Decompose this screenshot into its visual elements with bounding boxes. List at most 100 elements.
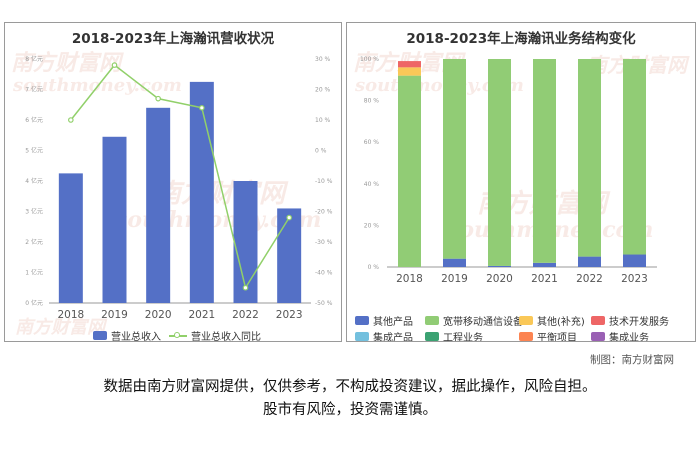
stacked-segment [533,262,556,267]
legend-label: 工程业务 [443,333,483,342]
x-axis-tick: 2023 [276,309,303,321]
legend-label: 平衡项目 [537,333,577,342]
stacked-segment [623,254,646,267]
y-axis-left-tick: 8 亿元 [25,55,43,63]
stacked-segment [398,75,421,267]
legend-item[interactable]: 技术开发服务 [591,313,669,328]
legend-label: 其他(补充) [537,317,585,328]
x-axis-tick: 2022 [232,309,259,321]
revenue-bar [146,107,171,303]
revenue-bar [58,173,83,303]
chart-title: 2018-2023年上海瀚讯营收状况 [71,31,275,47]
x-axis-tick: 2020 [486,273,513,285]
disclaimer-line: 数据由南方财富网提供，仅供参考，不构成投资建议，据此操作，风险自担。 [103,379,597,395]
stacked-segment [398,61,421,68]
legend-swatch [519,316,533,325]
y-axis-left-tick: 7 亿元 [25,86,43,94]
stacked-segment [488,59,511,266]
legend-item[interactable]: 集成业务 [591,329,649,342]
revenue-bar [189,81,214,303]
y-axis-right-tick: -30 % [315,239,333,246]
y-axis-right-tick: -50 % [315,300,333,307]
legend-swatch [519,332,533,341]
disclaimer: 数据由南方财富网提供，仅供参考，不构成投资建议，据此操作，风险自担。 股市有风险… [0,376,700,422]
yoy-point [242,284,249,291]
legend-label: 其他产品 [373,317,413,328]
legend-item[interactable]: 平衡项目 [519,329,577,342]
yoy-point [286,214,292,221]
stacked-segment [623,59,646,255]
yoy-point [199,105,205,111]
business-structure-panel: 南方财富网 southmoney.com 南方财富网 南方财富网 southmo… [346,22,696,342]
legend-swatch [355,316,369,325]
legend-swatch [93,331,107,340]
y-axis-right-tick: -10 % [315,178,333,185]
legend-line-swatch [169,331,187,340]
y-axis-right-tick: -40 % [315,270,333,277]
revenue-bar [102,136,127,303]
y-axis-left-tick: 3 亿元 [25,208,43,216]
yoy-line [70,64,290,290]
y-axis-tick: 20 % [364,222,380,229]
y-axis-right-tick: 20 % [315,87,331,94]
x-axis-tick: 2018 [57,309,84,321]
y-axis-left-tick: 2 亿元 [25,238,43,246]
legend-item[interactable]: 其他(补充) [519,313,585,328]
x-axis-tick: 2019 [101,309,128,321]
stacked-segment [533,59,556,263]
disclaimer-line: 股市有风险，投资需谨慎。 [263,402,437,418]
x-axis-tick: 2022 [576,273,603,285]
business-structure-svg: 0 % 20 % 40 % 60 % 80 % 100 % 2018 2019 2020 2021… [360,56,657,285]
revenue-chart-svg: 0 亿元 1 亿元 2 亿元 3 亿元 4 亿元 5 亿元 6 亿元 7 亿元 8 亿元 -50 … [25,55,333,321]
legend-label: 宽带移动通信设备 [443,317,523,328]
legend-item[interactable]: 集成产品 [355,329,413,342]
y-axis-tick: 40 % [364,181,380,188]
x-axis-tick: 2021 [188,309,215,321]
stacked-segment [488,265,511,267]
yoy-point [111,62,118,68]
revenue-bar [277,208,302,303]
legend-item[interactable]: 其他产品 [355,313,413,328]
chart-legend: 营业总收入 营业总收入同比 [5,328,341,342]
y-axis-left-tick: 6 亿元 [25,116,43,124]
stacked-segment [443,59,466,259]
revenue-chart-panel: 南方财富网 southmoney.com 南方财富网 southmoney.co… [4,22,342,342]
y-axis-left-tick: 1 亿元 [25,269,43,277]
y-axis-tick: 100 % [360,56,379,63]
revenue-bar [233,181,258,303]
legend-label: 营业总收入 [111,332,161,342]
legend-item[interactable]: 工程业务 [425,329,483,342]
yoy-point [68,117,74,123]
y-axis-left-tick: 0 亿元 [25,299,43,307]
legend-swatch [591,316,605,325]
x-axis-tick: 2021 [531,273,558,285]
legend-item-yoy[interactable]: 营业总收入同比 [169,328,261,341]
yoy-point [155,95,161,102]
legend-item[interactable]: 宽带移动通信设备 [425,313,523,328]
y-axis-left-tick: 4 亿元 [25,177,43,185]
legend-label: 集成业务 [609,333,649,342]
legend-swatch [591,332,605,341]
chart-legend: 其他产品 宽带移动通信设备 其他(补充) 技术开发服务集成产品 工程业务 平衡项目 集成业务 [347,313,695,342]
legend-swatch [425,316,439,325]
legend-swatch [425,332,439,341]
stacked-segment [578,256,601,267]
y-axis-tick: 60 % [364,139,380,146]
x-axis-tick: 2019 [441,273,468,285]
x-axis-tick: 2018 [396,273,423,285]
stacked-segment [578,59,601,257]
y-axis-right-tick: 10 % [315,117,331,124]
stacked-segment [443,258,466,267]
legend-swatch [355,332,369,341]
legend-item-revenue[interactable]: 营业总收入 [93,328,161,342]
y-axis-right-tick: -20 % [315,209,333,216]
y-axis-left-tick: 5 亿元 [25,147,43,155]
stacked-segment [398,67,421,76]
chart-title: 2018-2023年上海瀚讯业务结构变化 [406,31,636,47]
y-axis-tick: 0 % [368,264,380,271]
x-axis-tick: 2020 [145,309,172,321]
legend-label: 集成产品 [373,333,413,342]
chart-credit: 制图：南方财富网 [590,354,674,366]
legend-label: 技术开发服务 [609,317,669,328]
y-axis-right-tick: 30 % [315,56,331,63]
